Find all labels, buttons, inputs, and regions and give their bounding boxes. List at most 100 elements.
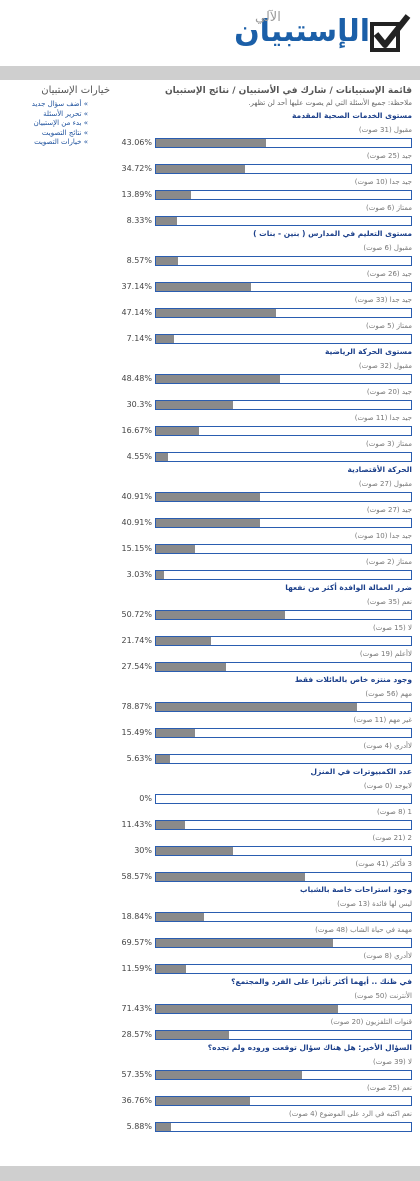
question-title: وجود منتزه خاص بالعائلات فقط [294,675,412,684]
bar-track [155,610,412,620]
option-label: لاأعلم (19 صوت) [359,650,412,658]
option-label: 3 فأكثر (41 صوت) [355,860,412,868]
bar-track [155,544,412,554]
bar-track [155,334,412,344]
bar-track [155,190,412,200]
logo-title: الإستبيان [234,14,371,49]
percent-label: 27.54% [121,662,152,671]
bar-track [155,820,412,830]
question-title: مستوى التعليم في المدارس ( بنين - بنات ) [253,229,412,238]
percent-label: 34.72% [121,164,152,173]
bar [156,427,199,435]
sidebar-link[interactable]: » تحرير الأسئلة [43,109,88,118]
question-title: مستوى الخدمات الصحية المقدمة [292,111,412,120]
option-label: ليس لها فائدة (13 صوت) [337,900,412,908]
percent-label: 5.63% [126,754,152,763]
bar-track [155,164,412,174]
percent-label: 16.67% [121,426,152,435]
bar-track [155,492,412,502]
option-label: جيد (27 صوت) [366,506,412,514]
breadcrumb[interactable]: قائمة الإستبيانات / شارك في الأستبيان / … [164,86,412,96]
bar [156,847,233,855]
bar-track [155,1004,412,1014]
sidebar-link[interactable]: » نتائج التصويت [41,128,88,137]
option-label: لا (39 صوت) [373,1058,412,1066]
bar-track [155,872,412,882]
percent-label: 8.57% [126,256,152,265]
question-title: وجود استراحات خاصة بالشباب [300,885,412,894]
percent-label: 43.06% [121,138,152,147]
bar [156,335,175,343]
option-label: مهمة في حياة الشاب (48 صوت) [315,926,412,934]
bar [156,663,227,671]
top-band [0,66,420,80]
bar [156,1071,303,1079]
percent-label: 40.91% [121,492,152,501]
option-label: مهم (56 صوت) [365,690,412,698]
percent-label: 5.88% [126,1122,152,1131]
percent-label: 8.33% [126,216,152,225]
percent-label: 37.14% [121,282,152,291]
option-label: نعم (25 صوت) [367,1084,412,1092]
option-label: مقبول (32 صوت) [358,362,412,370]
bar-track [155,1030,412,1040]
bar-track [155,912,412,922]
question-title: ضرر العمالة الوافدة أكثر من نفعها [285,583,412,592]
bar-track [155,1096,412,1106]
option-label: الأنترنت (50 صوت) [354,992,412,1000]
percent-label: 69.57% [121,938,152,947]
option-label: غير مهم (11 صوت) [353,716,412,724]
bar [156,965,186,973]
percent-label: 15.15% [121,544,152,553]
option-label: لا (15 صوت) [373,624,412,632]
bar [156,217,178,225]
bar [156,309,277,317]
sidebar-link[interactable]: » خيارات التصويت [34,138,88,146]
question-title: عدد الكمبيوترات في المنزل [310,767,412,776]
option-label: مقبول (27 صوت) [358,480,412,488]
bar-track [155,662,412,672]
logo-check [370,14,411,52]
option-label: جيد (20 صوت) [366,388,412,396]
bar [156,873,306,881]
bar [156,729,196,737]
bar-track [155,256,412,266]
option-label: نعم (35 صوت) [367,598,412,606]
bar-track [155,138,412,148]
bar-track [155,426,412,436]
bar [156,1031,229,1039]
sidebar-link[interactable]: » بدء من الإستبيان [33,119,88,127]
percent-label: 13.89% [121,190,152,199]
bar-track [155,1070,412,1080]
bar-track [155,964,412,974]
percent-label: 11.59% [121,964,152,973]
percent-label: 30% [134,846,152,855]
bar [156,139,266,147]
percent-label: 71.43% [121,1004,152,1013]
option-label: جيد جدا (11 صوت) [354,414,412,422]
bar-track [155,938,412,948]
percent-label: 15.49% [121,728,152,737]
percent-label: 50.72% [121,610,152,619]
percent-label: 0% [139,794,152,803]
option-label: جيد (25 صوت) [366,152,412,160]
bar-track [155,846,412,856]
bar [156,821,186,829]
bar [156,755,171,763]
option-label: جيد جدا (10 صوت) [354,532,412,540]
sidebar-title: خيارات الإستبيان [41,85,110,96]
bar [156,375,280,383]
bar [156,571,164,579]
option-label: نعم اكتبه في الرد على الموضوع (4 صوت) [289,1110,412,1118]
bar-track [155,518,412,528]
percent-label: 4.55% [126,452,152,461]
option-label: ممتاز (2 صوت) [366,558,412,566]
bar [156,703,358,711]
percent-label: 58.57% [121,872,152,881]
percent-label: 30.3% [126,400,152,409]
bar [156,1005,339,1013]
sidebar-link[interactable]: » أضف سؤال جديد [31,100,88,108]
bar-track [155,400,412,410]
bar [156,401,234,409]
